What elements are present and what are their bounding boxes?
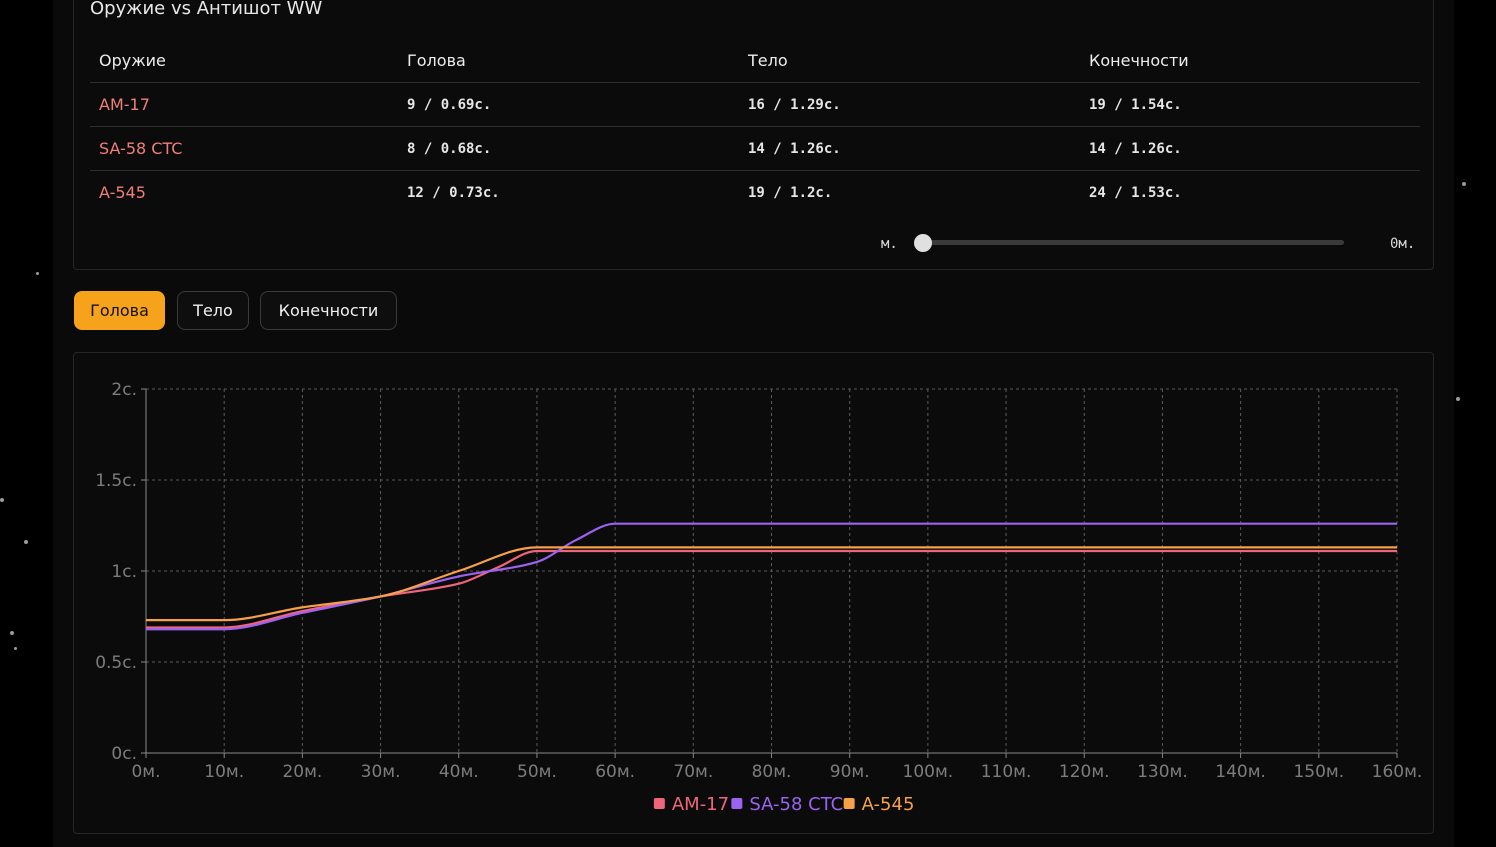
table-header-row: Оружие Голова Тело Конечности	[90, 38, 1420, 83]
ttk-panel: Оружие vs Антишот WW Оружие Голова Тело …	[73, 0, 1434, 270]
head-ttk: 12 / 0.73с.	[407, 184, 500, 201]
body-ttk: 16 / 1.29с.	[739, 82, 1080, 127]
distance-slider-track[interactable]	[922, 240, 1344, 245]
ttk-table: Оружие Голова Тело Конечности AM-17 9 / …	[90, 38, 1420, 214]
star-decoration	[36, 272, 39, 275]
table-row: SA-58 CTC 8 / 0.68с. 14 / 1.26с. 14 / 1.…	[90, 126, 1420, 171]
head-ttk: 8 / 0.68с.	[398, 126, 739, 171]
table-row: AM-17 9 / 0.69с. 16 / 1.29с. 19 / 1.54с.	[90, 82, 1420, 127]
limbs-ttk: 14 / 1.26с.	[1080, 126, 1420, 171]
weapon-name: SA-58 CTC	[90, 126, 398, 171]
column-header-head: Голова	[398, 38, 739, 83]
range-min-label: м.	[881, 236, 898, 252]
table-row: A-545 12 / 0.73с. 19 / 1.2с. 24 / 1.53с.	[90, 171, 1420, 215]
head-ttk: 9 / 0.69с.	[398, 82, 739, 127]
star-decoration	[24, 540, 28, 544]
weapon-name: A-545	[99, 183, 146, 202]
star-decoration	[14, 647, 17, 650]
body-ttk: 19 / 1.2с.	[748, 184, 833, 201]
star-decoration	[0, 498, 4, 502]
range-max-label: 0м.	[1390, 236, 1416, 252]
chart-panel	[73, 352, 1434, 834]
tab-head[interactable]: Голова	[74, 291, 165, 330]
weapon-name: AM-17	[90, 82, 398, 127]
distance-slider-thumb[interactable]	[914, 234, 932, 252]
limbs-ttk: 24 / 1.53с.	[1089, 184, 1182, 201]
column-header-weapon: Оружие	[90, 38, 398, 83]
tab-body[interactable]: Тело	[177, 291, 249, 330]
column-header-limbs: Конечности	[1080, 38, 1420, 83]
limbs-ttk: 19 / 1.54с.	[1080, 82, 1420, 127]
panel-title: Оружие vs Антишот WW	[90, 0, 323, 19]
body-ttk: 14 / 1.26с.	[739, 126, 1080, 171]
tab-limbs[interactable]: Конечности	[260, 291, 397, 330]
star-decoration	[1462, 182, 1466, 186]
column-header-body: Тело	[739, 38, 1080, 83]
star-decoration	[10, 631, 14, 635]
star-decoration	[1456, 397, 1460, 401]
